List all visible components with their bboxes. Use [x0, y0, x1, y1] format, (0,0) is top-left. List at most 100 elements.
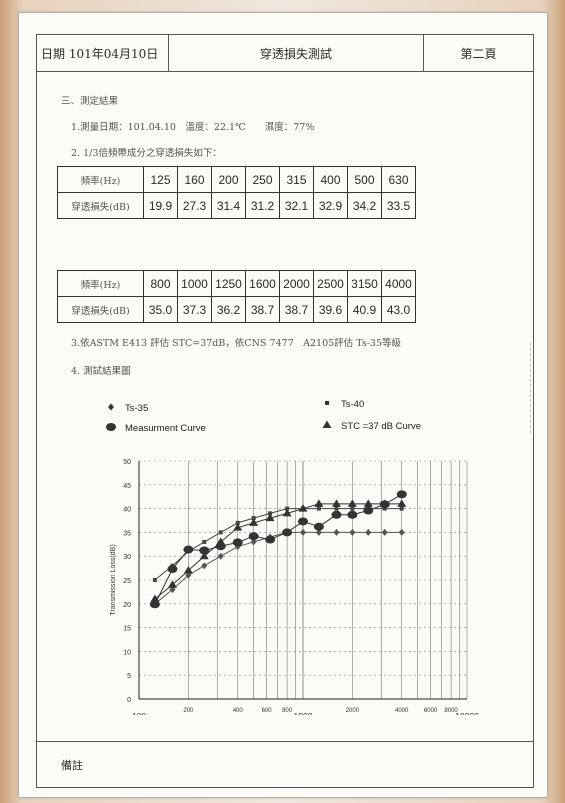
ts40-point — [202, 539, 207, 544]
loss-cell: 38.7 — [279, 296, 314, 323]
measurement-point — [282, 528, 293, 537]
x-tick-label: 4000 — [395, 708, 409, 714]
y-tick-label: 40 — [123, 507, 131, 514]
freq-cell: 400 — [313, 166, 348, 193]
y-tick-label: 0 — [127, 697, 131, 704]
ts35-point — [300, 528, 306, 536]
loss-cell: 19.9 — [143, 192, 178, 219]
chart-series — [149, 490, 407, 609]
loss-cell: 43.0 — [381, 296, 416, 323]
legend-label: Ts-35 — [125, 403, 148, 414]
freq-cell: 1000 — [177, 270, 212, 297]
measurement-point — [199, 546, 210, 555]
stc-point — [233, 523, 243, 531]
remarks-label: 備註 — [61, 759, 83, 772]
loss-cell: 36.2 — [211, 296, 246, 323]
page-edge-mark — [530, 343, 545, 433]
stc-rating-line: 3.依ASTM E413 評估 STC=37dB，依CNS 7477 A2105… — [71, 338, 402, 349]
stc-point — [249, 518, 259, 526]
measurement-point — [106, 423, 116, 431]
ts35-point — [315, 528, 322, 536]
measurement-point — [248, 532, 259, 541]
transmission-loss-chart: Ts-35 Ts-40 Measurment Curve STC =37 dB Cur… — [106, 399, 479, 715]
ts40-point — [325, 401, 329, 405]
loss-cell: 38.7 — [245, 296, 280, 323]
date-cell: 日期 101年04月10日 — [37, 35, 169, 71]
stc-point — [199, 551, 209, 560]
table-row: 穿透損失(dB) 19.9 27.3 31.4 31.2 32.1 32.9 3… — [57, 192, 416, 219]
freq-cell: 800 — [143, 270, 178, 297]
freq-cell: 3150 — [347, 270, 382, 297]
chart-heading: 4. 測試結果圖 — [71, 366, 131, 377]
freq-cell: 4000 — [381, 270, 416, 297]
loss-cell: 33.5 — [381, 192, 416, 219]
stc-point — [363, 499, 373, 507]
ts40-point — [334, 506, 339, 511]
x-tick-label: 200 — [183, 708, 194, 714]
series-line — [154, 508, 402, 581]
stc-point — [183, 565, 193, 574]
ts35-point — [398, 528, 405, 536]
y-tick-label: 45 — [123, 483, 131, 490]
measurement-point — [149, 600, 160, 609]
measurement-point — [298, 517, 308, 526]
y-tick-label: 50 — [123, 459, 131, 466]
freq-cell: 160 — [177, 166, 212, 193]
loss-cell: 31.4 — [211, 192, 246, 219]
freq-cell: 2500 — [313, 270, 348, 297]
freq-header: 頻率(Hz) — [57, 270, 144, 297]
ts40-point — [350, 506, 355, 511]
x-tick-label: 10000 — [455, 711, 479, 715]
ts40-point — [251, 516, 256, 521]
stc-point — [150, 594, 160, 603]
freq-cell: 315 — [279, 166, 314, 193]
loss-cell: 34.2 — [347, 192, 382, 219]
freq-cell: 250 — [245, 166, 280, 193]
loss-cell: 37.3 — [177, 296, 212, 323]
x-tick-label: 1000 — [294, 711, 313, 715]
ts35-point — [250, 538, 257, 546]
ts35-point — [201, 562, 208, 570]
y-tick-label: 15 — [123, 626, 131, 633]
chart-legend: Ts-35 Ts-40 Measurment Curve STC =37 dB Cur… — [106, 399, 421, 434]
freq-cell: 500 — [347, 166, 382, 193]
loss-header: 穿透損失(dB) — [57, 296, 144, 323]
stc-point — [322, 420, 332, 428]
freq-header: 頻率(Hz) — [57, 166, 144, 193]
loss-cell: 40.9 — [347, 296, 382, 323]
x-tick-label: 800 — [282, 708, 293, 714]
section-heading: 三、測定結果 — [61, 96, 119, 107]
stc-point — [298, 504, 308, 512]
loss-cell: 39.6 — [313, 296, 348, 323]
measurement-point — [331, 510, 342, 519]
x-tick-label: 600 — [262, 708, 273, 714]
stc-point — [347, 499, 357, 507]
results-table-1: 頻率(Hz) 125 160 200 250 315 400 500 630 穿… — [57, 166, 416, 219]
stc-point — [216, 537, 226, 545]
loss-cell: 27.3 — [177, 192, 212, 219]
freq-cell: 2000 — [279, 270, 314, 297]
form-frame: 日期 101年04月10日 穿透損失測試 第二頁 三、測定結果 1.測量日期：1… — [36, 34, 534, 788]
ts35-point — [108, 403, 114, 411]
chart-grid — [138, 460, 468, 700]
measurement-point — [232, 538, 243, 547]
x-tick-label: 400 — [233, 708, 244, 714]
measurement-point — [363, 506, 374, 515]
freq-cell: 125 — [143, 166, 178, 193]
series-line — [154, 493, 402, 605]
y-tick-label: 10 — [123, 649, 131, 656]
ts35-point — [381, 528, 388, 536]
x-tick-label: 6000 — [424, 708, 438, 714]
y-tick-label: 5 — [127, 673, 131, 680]
stc-point — [314, 499, 324, 507]
measurement-point — [347, 510, 358, 519]
ts40-point — [235, 520, 240, 525]
y-tick-label: 30 — [123, 554, 131, 561]
table-intro: 2. 1/3倍頻帶成分之穿透損失如下： — [71, 148, 222, 159]
stc-point — [380, 499, 390, 507]
measurement-point — [265, 535, 276, 544]
x-tick-label: 8000 — [444, 708, 458, 714]
ts40-point — [218, 530, 223, 535]
loss-cell: 35.0 — [143, 296, 178, 323]
table-row: 頻率(Hz) 125 160 200 250 315 400 500 630 — [57, 166, 416, 193]
